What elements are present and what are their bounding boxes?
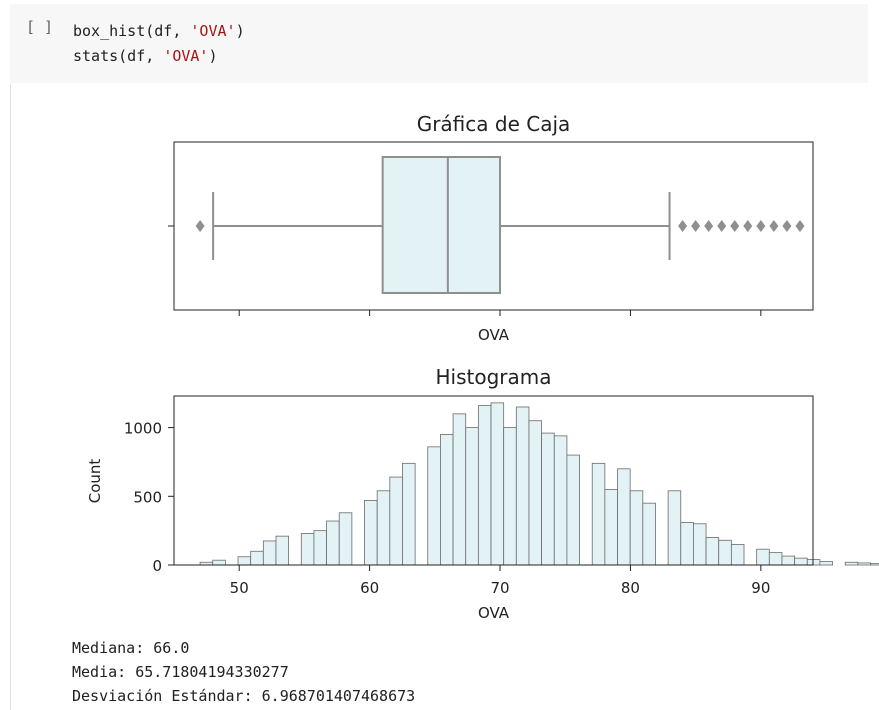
box-outlier	[769, 220, 779, 232]
hist-bar	[262, 540, 277, 566]
code-token: )	[208, 47, 218, 65]
hist-bar	[718, 539, 732, 566]
hist-x-tick-label: 60	[360, 579, 379, 597]
hist-bar	[705, 537, 720, 566]
hist-bar	[667, 490, 682, 566]
hist-bar	[465, 427, 479, 566]
hist-bar	[376, 490, 391, 566]
code-token: stats(df,	[73, 47, 164, 65]
hist-bar	[300, 532, 315, 566]
hist-bar	[642, 502, 656, 566]
std-text: Desviación Estándar: 6.968701407468673	[72, 687, 416, 705]
hist-x-tick-label: 50	[230, 579, 249, 597]
hist-bar	[338, 512, 353, 566]
hist-bar	[490, 402, 505, 566]
hist-bar	[857, 562, 871, 566]
hist-bar	[806, 559, 821, 566]
hist-bar	[730, 543, 745, 566]
hist-bar	[452, 413, 467, 566]
hist-y-tick-label: 1000	[124, 420, 162, 438]
hist-x-tick-label: 80	[621, 579, 640, 597]
hist-title: Histograma	[435, 365, 551, 389]
stats-output: Mediana: 66.0 Media: 65.71804194330277 Des…	[72, 636, 415, 708]
hist-bar	[604, 489, 618, 566]
hist-bar	[541, 432, 555, 566]
hist-y-tick-label: 0	[152, 557, 162, 575]
code-line-1: box_hist(df, 'OVA')	[73, 22, 245, 40]
hist-bar	[629, 490, 644, 566]
code-string: 'OVA'	[190, 22, 236, 40]
hist-bar	[781, 555, 796, 566]
output-rail	[10, 84, 11, 710]
box-outlier	[195, 220, 205, 232]
hist-bar	[275, 535, 290, 566]
hist-bar	[503, 427, 517, 566]
box-outlier	[756, 220, 766, 232]
hist-bar	[844, 561, 859, 566]
hist-bar	[389, 476, 403, 566]
box-title: Gráfica de Caja	[417, 112, 571, 136]
box-outlier	[717, 220, 727, 232]
hist-bar	[566, 454, 580, 566]
hist-bar	[870, 563, 879, 566]
box-outlier	[704, 220, 714, 232]
output-charts: Gráfica de Caja OVA Histograma 50 60 70 80 90 0 5…	[86, 112, 879, 622]
hist-bar	[693, 523, 707, 566]
hist-bar	[313, 530, 327, 566]
hist-bar	[427, 446, 441, 566]
hist-bar	[617, 468, 631, 566]
hist-bar	[794, 557, 808, 566]
mean-text: Media: 65.71804194330277	[72, 663, 289, 681]
box-x-label: OVA	[478, 326, 510, 344]
hist-y-label: Count	[86, 459, 104, 504]
median-text: Mediana: 66.0	[72, 639, 190, 657]
code-editor[interactable]: box_hist(df, 'OVA') stats(df, 'OVA')	[73, 19, 245, 69]
hist-bar	[212, 559, 226, 566]
hist-bar	[364, 500, 378, 566]
box-iqr	[381, 156, 502, 294]
run-cell-button[interactable]: [ ]	[26, 18, 54, 36]
box-outlier	[782, 220, 792, 232]
hist-bar	[680, 522, 694, 566]
hist-bar	[528, 420, 543, 566]
hist-bar	[326, 520, 340, 566]
hist-bar	[553, 435, 568, 566]
code-token: )	[235, 22, 245, 40]
hist-x-tick-label: 90	[751, 579, 770, 597]
hist-bar	[515, 406, 530, 566]
code-line-2: stats(df, 'OVA')	[73, 47, 218, 65]
hist-y-tick-label: 500	[133, 488, 162, 506]
code-token: box_hist(df,	[73, 22, 191, 40]
hist-bar	[250, 550, 264, 566]
hist-bar	[402, 462, 416, 566]
hist-bar	[477, 405, 492, 566]
hist-bar	[237, 556, 252, 566]
code-string: 'OVA'	[163, 47, 209, 65]
box-outlier	[678, 220, 688, 232]
box-outlier	[730, 220, 740, 232]
hist-bar	[440, 434, 454, 566]
hist-bar	[591, 462, 606, 566]
code-cell[interactable]: [ ] box_hist(df, 'OVA') stats(df, 'OVA')	[10, 4, 868, 83]
hist-bar	[819, 561, 833, 566]
hist-plot-frame	[173, 395, 814, 566]
hist-bar	[756, 548, 770, 566]
box-outlier	[691, 220, 701, 232]
hist-x-label: OVA	[478, 604, 510, 622]
hist-x-tick-label: 70	[490, 579, 509, 597]
hist-bar	[768, 552, 783, 566]
box-outlier	[795, 220, 805, 232]
box-outlier	[743, 220, 753, 232]
